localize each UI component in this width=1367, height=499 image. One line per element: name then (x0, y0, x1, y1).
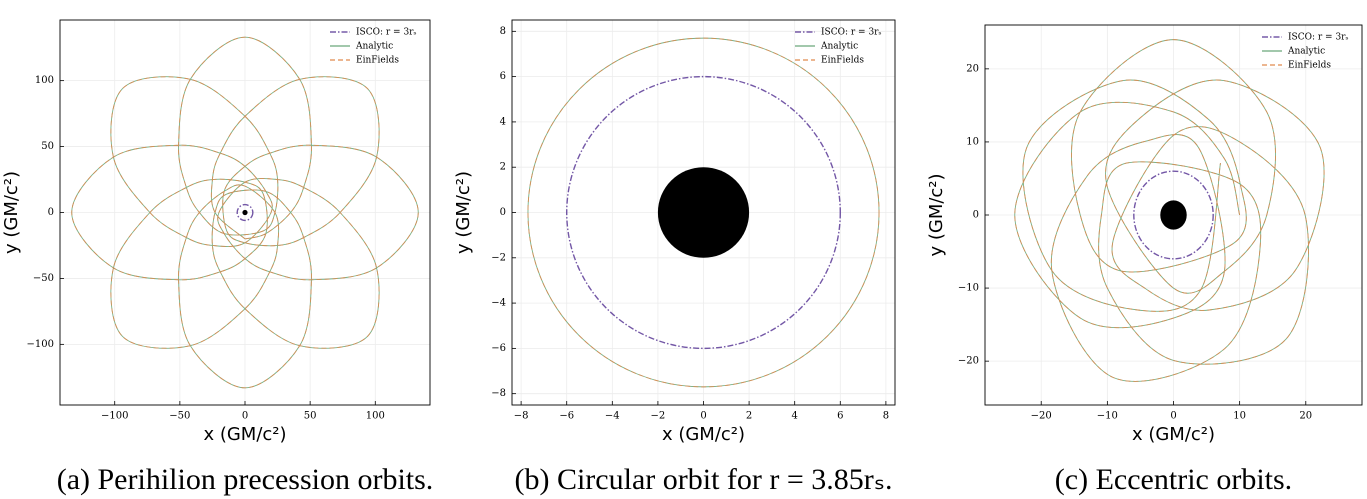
y-tick-label: −50 (33, 273, 54, 284)
black-hole (242, 209, 248, 216)
x-tick-label: −10 (1097, 411, 1118, 422)
x-tick-label: −100 (101, 411, 128, 422)
y-tick-label: −20 (958, 356, 979, 367)
legend-label: ISCO: r = 3rₛ (356, 28, 417, 38)
y-tick-label: 8 (500, 26, 506, 37)
legend-label: EinFields (821, 56, 864, 66)
x-tick-label: 0 (700, 411, 706, 422)
y-tick-label: −8 (491, 388, 506, 399)
caption: (a) Perihilion precession orbits. (57, 463, 434, 496)
black-hole (1160, 200, 1187, 230)
orbit-circle (236, 203, 254, 222)
y-axis-label: y (GM/c²) (926, 173, 947, 256)
x-tick-label: −8 (514, 411, 529, 422)
x-axis-label: x (GM/c²) (662, 424, 745, 445)
x-tick-label: 20 (1299, 411, 1312, 422)
subplot: −8 −6 −4 −2 0 2 4 6 8 −8 −6 −4 −2 0 2 4 6 8 ISCO: r = 3rₛ A… (453, 19, 896, 496)
axes-frame (984, 24, 1363, 406)
x-tick-label: 4 (792, 411, 798, 422)
x-tick-label: −20 (1031, 411, 1052, 422)
y-tick-label: 0 (973, 210, 979, 221)
x-tick-label: 8 (883, 411, 889, 422)
plot-area (71, 36, 419, 389)
x-tick-label: −2 (651, 411, 666, 422)
x-tick-label: 6 (837, 411, 843, 422)
y-tick-label: 0 (500, 207, 506, 218)
caption: (c) Eccentric orbits. (1055, 463, 1292, 496)
legend-label: ISCO: r = 3rₛ (1288, 33, 1349, 43)
x-tick-label: 50 (304, 411, 317, 422)
y-tick-label: −10 (958, 283, 979, 294)
x-tick-label: 2 (746, 411, 752, 422)
black-hole (657, 167, 750, 258)
x-tick-label: −6 (559, 411, 574, 422)
x-tick-label: −4 (605, 411, 620, 422)
y-tick-label: 6 (500, 71, 506, 82)
x-axis-label: x (GM/c²) (1132, 424, 1215, 445)
y-tick-label: 0 (48, 207, 54, 218)
legend-label: Analytic (820, 42, 858, 52)
x-tick-label: 0 (242, 411, 248, 422)
y-axis-label: y (GM/c²) (1, 171, 22, 254)
legend-label: EinFields (356, 56, 399, 66)
y-tick-label: −2 (491, 252, 506, 263)
y-axis-label: y (GM/c²) (453, 171, 474, 254)
plot-area (527, 37, 880, 388)
legend-label: EinFields (1288, 61, 1331, 71)
legend-label: Analytic (1287, 47, 1325, 57)
orbit-circle (527, 37, 880, 388)
plot-area (1014, 39, 1325, 382)
y-tick-label: −4 (491, 298, 506, 309)
subplot: −100 −50 0 50 100 −100 −50 0 50 100 ISCO: r = 3rₛ A… (1, 19, 434, 496)
subplot: −20 −10 0 10 20 −20 −10 0 10 20 ISCO: r = 3rₛ Analy… (926, 24, 1363, 496)
x-tick-label: 0 (1170, 411, 1176, 422)
x-tick-label: −50 (169, 411, 190, 422)
x-tick-label: 100 (366, 411, 385, 422)
x-axis-label: x (GM/c²) (203, 424, 286, 445)
y-tick-label: 50 (41, 141, 54, 152)
y-tick-label: 2 (500, 162, 506, 173)
y-tick-label: 4 (500, 116, 506, 127)
orbit-circle (1133, 170, 1214, 260)
y-tick-label: 100 (35, 75, 54, 86)
caption: (b) Circular orbit for r = 3.85rₛ. (514, 463, 892, 496)
y-tick-label: 10 (966, 136, 979, 147)
y-tick-label: −100 (27, 339, 54, 350)
y-tick-label: 20 (966, 63, 979, 74)
x-tick-label: 10 (1233, 411, 1246, 422)
orbit-line (1014, 39, 1325, 382)
legend-label: Analytic (355, 42, 393, 52)
legend-label: ISCO: r = 3rₛ (821, 28, 882, 38)
orbit-line (71, 36, 419, 389)
axes-frame (59, 19, 431, 406)
y-tick-label: −6 (491, 343, 506, 354)
axes-frame (511, 19, 896, 406)
orbit-circle (566, 75, 841, 350)
